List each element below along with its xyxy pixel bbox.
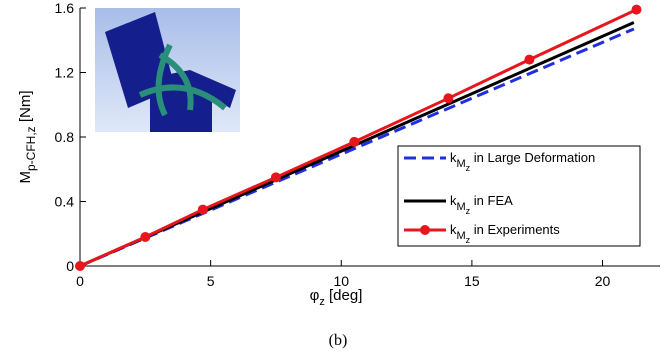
legend-sub: M — [457, 230, 466, 242]
x-tick-label: 10 — [333, 273, 349, 289]
y-tick-label: 1.6 — [55, 0, 75, 16]
x-label-base: φ — [310, 287, 320, 304]
y-tick-label: 0 — [66, 258, 74, 274]
legend-rest: in Large Deformation — [470, 150, 595, 165]
x-tick-label: 15 — [464, 273, 480, 289]
legend-sub: M — [457, 158, 466, 170]
data-point — [75, 261, 85, 271]
y-tick-label: 1.2 — [55, 65, 75, 81]
caption: (b) — [329, 332, 348, 349]
legend-marker — [420, 225, 430, 235]
legend-rest: in FEA — [470, 193, 513, 208]
chart: (b) φz [deg] Mp-CFH,z [Nm] 0 5 10 15 20 0 0.4 0… — [0, 0, 668, 358]
data-point — [198, 205, 208, 215]
data-point — [524, 55, 534, 65]
legend-rest: in Experiments — [470, 222, 560, 237]
inset-image — [95, 8, 240, 132]
y-tick-label: 0.8 — [55, 129, 75, 145]
x-axis-label: φz [deg] — [310, 287, 363, 308]
x-tick-label: 5 — [207, 273, 215, 289]
x-label-rest: [deg] — [325, 287, 363, 304]
data-point — [349, 137, 359, 147]
data-point — [631, 5, 641, 15]
data-point — [140, 232, 150, 242]
y-axis-label: Mp-CFH,z [Nm] — [17, 90, 38, 183]
y-label-sub: p-CFH,z — [24, 126, 38, 171]
x-tick-label: 0 — [76, 273, 84, 289]
data-point — [271, 172, 281, 182]
y-tick-label: 0.4 — [55, 194, 75, 210]
x-tick-label: 20 — [595, 273, 611, 289]
legend-sub: M — [457, 201, 466, 213]
y-label-rest: [Nm] — [17, 90, 34, 126]
data-point — [443, 93, 453, 103]
y-label-base: M — [17, 171, 34, 184]
